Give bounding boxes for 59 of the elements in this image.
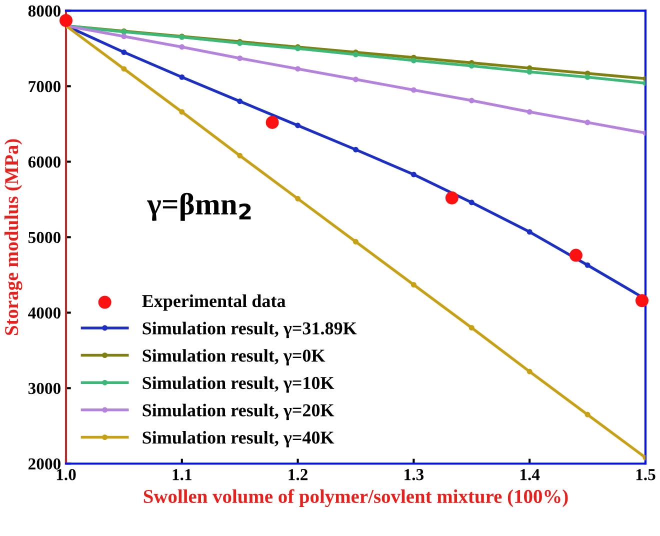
point — [526, 229, 532, 235]
point — [526, 109, 532, 115]
point — [584, 74, 590, 80]
x-tick-label: 1.4 — [520, 469, 540, 480]
x-axis-title: Swollen volume of polymer/sovlent mixture (100%) — [144, 489, 568, 508]
point — [352, 238, 359, 244]
point — [468, 98, 474, 104]
y-axis-title: Storage modulus (MPa) — [4, 139, 22, 335]
point — [410, 87, 416, 93]
point — [352, 76, 359, 82]
point — [636, 294, 649, 308]
point — [121, 49, 127, 56]
point — [295, 122, 301, 128]
point — [526, 368, 532, 374]
point — [584, 262, 590, 268]
x-tick-label: 1.3 — [404, 469, 424, 480]
y-tick-label: 2000 — [28, 458, 61, 470]
point — [59, 14, 73, 28]
point — [526, 69, 532, 75]
y-tick-label: 8000 — [28, 5, 61, 17]
point — [266, 116, 279, 129]
point — [410, 282, 416, 288]
point — [584, 412, 590, 418]
x-tick-label: 1.5 — [636, 469, 656, 480]
y-tick-label: 5000 — [28, 232, 61, 244]
point — [468, 324, 474, 331]
point — [352, 52, 359, 58]
point — [445, 191, 458, 204]
x-tick-label: 1.0 — [56, 468, 76, 480]
point — [295, 196, 301, 202]
point — [569, 248, 582, 262]
point — [352, 146, 359, 152]
point — [179, 74, 185, 80]
x-tick-label: 1.2 — [288, 469, 308, 480]
point — [295, 66, 301, 72]
y-tick-label: 7000 — [28, 80, 61, 92]
y-tick-label: 3000 — [28, 382, 61, 394]
point — [237, 152, 243, 158]
y-tick-label: 6000 — [28, 156, 61, 168]
point — [468, 63, 474, 69]
point — [584, 120, 590, 126]
point — [468, 200, 474, 206]
annotation: γ=βmn$_{2}$ — [146, 192, 251, 221]
legend-label: Simulation result, γ=0K — [142, 349, 326, 366]
point — [179, 44, 185, 50]
y-tick-label: 4000 — [28, 307, 61, 319]
legend-label: Experimental data — [142, 294, 286, 311]
legend-label: Simulation result, γ=20K — [142, 404, 334, 420]
legend-label: Simulation result, γ=10K — [142, 376, 334, 393]
point — [410, 172, 416, 178]
point — [179, 109, 185, 115]
point — [410, 58, 416, 64]
legend-label: Simulation result, γ=40K — [142, 431, 334, 448]
point — [121, 34, 127, 40]
point — [121, 66, 127, 72]
x-tick-label: 1.1 — [172, 469, 192, 480]
legend-label: Simulation result, γ=31.89K — [142, 322, 357, 338]
point — [237, 98, 243, 104]
point — [237, 56, 243, 62]
